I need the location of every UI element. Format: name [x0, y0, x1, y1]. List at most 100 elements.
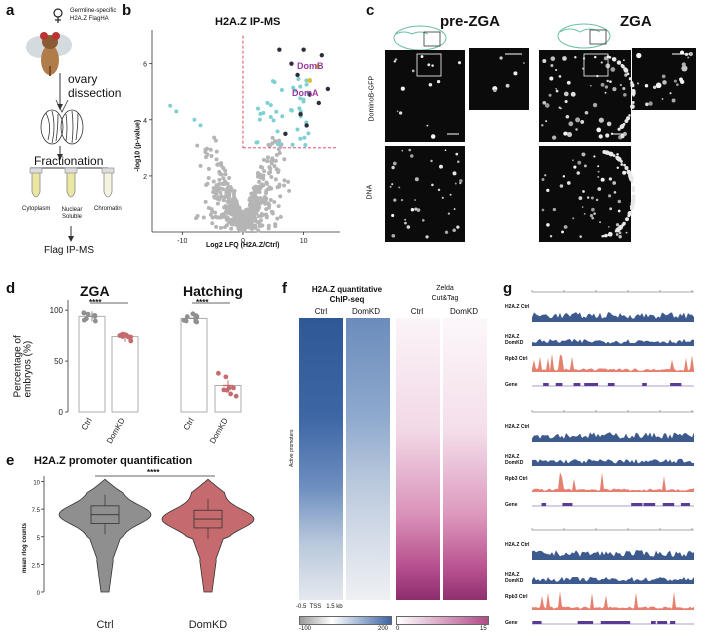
nucleus-dot	[597, 187, 602, 191]
female-symbol-icon	[53, 8, 63, 23]
volcano-point	[257, 201, 262, 206]
step-dissection: dissection	[68, 86, 122, 100]
volcano-xtick-label: 10	[300, 238, 308, 245]
col-pre-zga: pre-ZGA	[440, 13, 500, 30]
nucleus-dot	[586, 196, 590, 199]
volcano-point	[225, 215, 230, 220]
volcano-point	[267, 170, 272, 175]
nucleus-dot	[414, 199, 416, 201]
nucleus-dot	[404, 218, 406, 221]
volcano-point-highlight	[304, 123, 309, 128]
gene-exon	[555, 383, 563, 386]
volcano-point	[262, 169, 267, 174]
track-signal	[532, 458, 694, 466]
volcano-point	[221, 198, 226, 203]
volcano-point	[267, 165, 272, 170]
volcano-point	[249, 191, 254, 196]
nucleus-dot	[392, 161, 397, 166]
nucleus-dot	[631, 100, 635, 104]
sig-hatching: ****	[196, 298, 209, 307]
nucleus-dot	[604, 91, 607, 94]
volcano-point-highlight	[298, 111, 303, 117]
volcano-point-sig	[301, 99, 306, 104]
volcano-point-sig	[289, 108, 294, 113]
volcano-point	[227, 175, 232, 180]
nucleus-dot	[631, 186, 635, 190]
volcano-point	[278, 214, 283, 219]
nucleus-dot	[411, 69, 415, 73]
violin-ytick-label: 2.5	[32, 563, 41, 569]
volcano-point	[277, 150, 282, 155]
gene-exon	[657, 621, 668, 624]
track-signal	[532, 591, 694, 610]
volcano-point	[221, 176, 226, 181]
f-title2-a: Zelda	[436, 285, 454, 292]
bar-dot	[223, 374, 229, 380]
nucleus-dot	[391, 165, 395, 170]
volcano-ytick-label: 2	[143, 174, 147, 181]
volcano-point-sig	[268, 115, 273, 120]
gene-exon	[651, 621, 656, 624]
nucleus-dot	[630, 83, 635, 88]
track-label: Gene	[505, 620, 518, 626]
volcano-point	[237, 206, 242, 211]
volcano-point-sig	[304, 82, 309, 87]
volcano-point-sig	[272, 80, 277, 85]
nucleus-dot	[606, 121, 612, 127]
nucleus-dot	[612, 87, 617, 92]
volcano-point	[272, 199, 277, 204]
nucleus-dot	[513, 71, 518, 76]
volcano-point	[265, 155, 270, 160]
volcano-point-highlight	[289, 61, 294, 66]
nucleus-dot	[577, 160, 582, 165]
track-label: Gene	[505, 382, 518, 388]
bar	[180, 317, 208, 413]
track-label: H2A.Z DomKD	[505, 454, 524, 466]
volcano-point	[252, 187, 257, 192]
nucleus-dot	[619, 83, 623, 87]
gene-exon	[575, 383, 580, 386]
nucleus-dot	[575, 117, 581, 123]
volcano-point	[256, 214, 261, 219]
volcano-point	[275, 216, 280, 221]
tube-label-nuclear: Nuclear	[61, 207, 83, 213]
volcano-point	[215, 201, 220, 206]
volcano-point	[219, 214, 224, 219]
volcano-point	[229, 186, 234, 191]
nucleus-dot	[505, 83, 510, 88]
track-label: H2A.Z DomKD	[505, 334, 524, 346]
nucleus-dot	[624, 73, 628, 77]
f-col-domkd-2: DomKD	[449, 307, 478, 316]
volcano-point	[206, 176, 211, 181]
nucleus-dot	[622, 87, 626, 91]
gene-exon	[642, 383, 647, 386]
volcano-point	[263, 201, 268, 206]
nucleus-dot	[541, 208, 545, 212]
nucleus-dot	[581, 152, 586, 157]
volcano-point	[265, 159, 270, 164]
gene-exon	[600, 621, 607, 624]
nucleus-dot	[687, 56, 690, 59]
track-signal	[532, 550, 694, 560]
nucleus-dot	[630, 104, 635, 109]
nucleus-dot	[615, 233, 619, 236]
nucleus-dot	[453, 208, 456, 210]
nucleus-dot	[620, 134, 625, 139]
nucleus-dot	[595, 198, 599, 202]
gene-exon	[670, 383, 682, 386]
volcano-point	[237, 227, 242, 232]
nucleus-dot	[562, 175, 566, 178]
volcano-point-sig	[168, 103, 173, 108]
volcano-point-sig	[271, 118, 276, 123]
f-col-ctrl-1: Ctrl	[314, 307, 328, 316]
volcano-point	[214, 149, 219, 154]
volcano-point	[220, 187, 225, 192]
track-label: Rpb3 Ctrl	[505, 356, 528, 362]
nucleus-dot	[425, 235, 429, 239]
volcano-point	[264, 214, 269, 219]
volcano-point	[245, 207, 250, 212]
nucleus-dot	[555, 89, 559, 93]
track-label: Rpb3 Ctrl	[505, 476, 528, 482]
nucleus-dot	[436, 79, 441, 84]
